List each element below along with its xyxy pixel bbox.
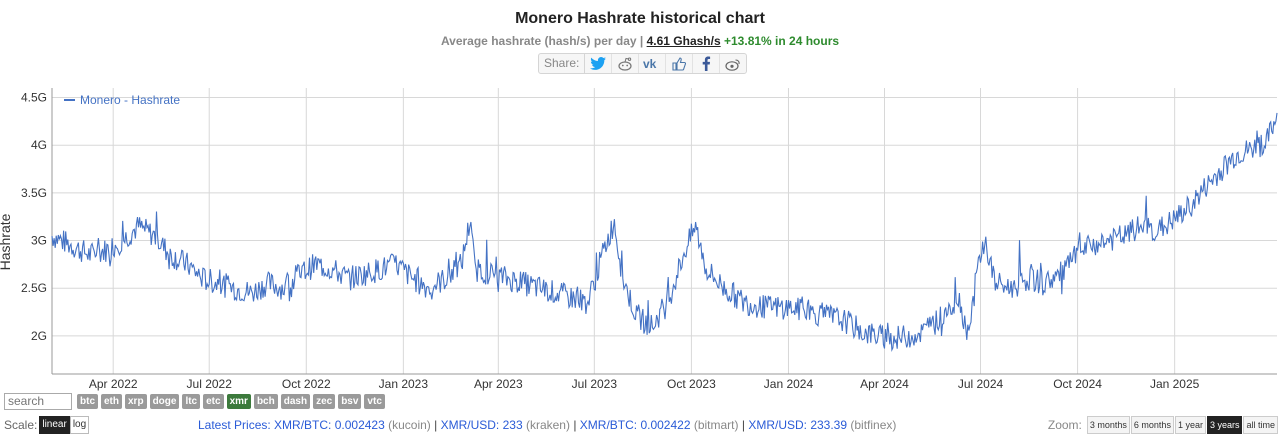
vk-icon[interactable]: vk (639, 54, 667, 73)
share-label: Share: (539, 54, 586, 73)
zoom-button-3-years[interactable]: 3 years (1206, 416, 1243, 434)
x-tick-label: Jan 2024 (764, 377, 814, 391)
zoom-button-3-months[interactable]: 3 months (1086, 416, 1130, 434)
y-axis: 2G 2.5G 3G 3.5G 4G 4.5G (21, 88, 53, 374)
zoom-button-1-year[interactable]: 1 year (1174, 416, 1206, 434)
hashrate-series (51, 112, 1278, 352)
zoom-label: Zoom: (1047, 418, 1082, 432)
price-exchange: (bitfinex) (850, 418, 897, 432)
x-tick-label: Jan 2025 (1150, 377, 1200, 391)
coin-button-zec[interactable]: zec (313, 394, 336, 409)
reddit-icon[interactable] (612, 54, 640, 73)
y-axis-label: Hashrate (0, 213, 13, 270)
prices-label: Latest Prices: (198, 418, 271, 432)
x-tick-label: Oct 2022 (282, 377, 331, 391)
legend: Monero - Hashrate (64, 93, 180, 107)
coin-button-vtc[interactable]: vtc (364, 394, 385, 409)
y-tick-label: 3G (31, 234, 47, 248)
chart-subtitle: Average hashrate (hash/s) per day | 4.61… (0, 34, 1280, 48)
coin-button-bsv[interactable]: bsv (338, 394, 362, 409)
price-exchange: (bitmart) (693, 418, 739, 432)
y-tick-label: 2.5G (21, 281, 47, 295)
current-hashrate[interactable]: 4.61 Ghash/s (646, 34, 721, 48)
scale-log-button[interactable]: log (69, 416, 90, 434)
legend-label: Monero - Hashrate (80, 93, 180, 107)
price-link[interactable]: XMR/USD: 233 (440, 418, 523, 432)
share-bar: Share: vk (538, 53, 748, 74)
y-tick-label: 4.5G (21, 91, 47, 105)
coin-list: btc eth xrp doge ltc etc xmr bch dash zec bsv vtc (77, 394, 385, 409)
y-tick-label: 2G (31, 329, 47, 343)
price-separator: | (738, 418, 749, 432)
weibo-icon[interactable] (720, 54, 746, 73)
price-exchange: (kucoin) (388, 418, 431, 432)
x-axis: Apr 2022 Jul 2022 Oct 2022 Jan 2023 Apr 2023… (52, 373, 1277, 391)
price-link[interactable]: XMR/BTC: 0.002423 (274, 418, 385, 432)
x-tick-label: Oct 2024 (1053, 377, 1102, 391)
coin-button-btc[interactable]: btc (77, 394, 98, 409)
chart-grid (52, 88, 1277, 374)
x-tick-label: Jan 2023 (379, 377, 429, 391)
zoom-selector: Zoom: 3 months 6 months 1 year 3 years all t… (1048, 416, 1278, 434)
subtitle-prefix: Average hashrate (hash/s) per day (440, 34, 637, 48)
coin-button-ltc[interactable]: ltc (182, 394, 201, 409)
coin-button-xmr[interactable]: xmr (226, 394, 251, 409)
svg-text:vk: vk (643, 58, 657, 69)
price-separator: | (430, 418, 441, 432)
twitter-icon[interactable] (585, 54, 613, 73)
y-tick-label: 3.5G (21, 186, 47, 200)
coin-button-xrp[interactable]: xrp (125, 394, 147, 409)
coin-button-etc[interactable]: etc (203, 394, 224, 409)
latest-prices: Latest Prices: XMR/BTC: 0.002423 (kucoin… (198, 418, 896, 432)
price-link[interactable]: XMR/BTC: 0.002422 (579, 418, 691, 432)
scale-selector: Scale: linear log (4, 416, 90, 434)
x-tick-label: Apr 2022 (89, 377, 138, 391)
hashrate-change: +13.81% in 24 hours (724, 34, 840, 48)
price-separator: | (569, 418, 580, 432)
subtitle-separator: | (636, 34, 647, 48)
page-title: Monero Hashrate historical chart (515, 10, 765, 27)
coin-search-input[interactable] (4, 393, 72, 410)
x-tick-label: Jul 2024 (958, 377, 1004, 391)
scale-label: Scale: (4, 418, 38, 432)
x-tick-label: Oct 2023 (667, 377, 716, 391)
coin-button-doge[interactable]: doge (149, 394, 180, 409)
price-exchange: (kraken) (525, 418, 570, 432)
x-tick-label: Jul 2022 (187, 377, 233, 391)
coin-button-eth[interactable]: eth (101, 394, 122, 409)
x-tick-label: Jul 2023 (572, 377, 618, 391)
x-tick-label: Apr 2023 (474, 377, 523, 391)
like-icon[interactable] (666, 54, 694, 73)
zoom-button-all-time[interactable]: all time (1243, 416, 1278, 434)
hashrate-chart[interactable]: 2G 2.5G 3G 3.5G 4G 4.5G Apr 2022 Jul 2022 Oct 2… (0, 80, 1280, 392)
coin-button-dash[interactable]: dash (280, 394, 311, 409)
x-tick-label: Apr 2024 (860, 377, 909, 391)
scale-linear-button[interactable]: linear (39, 416, 70, 434)
zoom-button-6-months[interactable]: 6 months (1130, 416, 1174, 434)
hashrate-line (51, 112, 1278, 352)
facebook-icon[interactable] (693, 54, 721, 73)
coin-button-bch[interactable]: bch (253, 394, 278, 409)
price-link[interactable]: XMR/USD: 233.39 (748, 418, 848, 432)
y-tick-label: 4G (31, 138, 47, 152)
